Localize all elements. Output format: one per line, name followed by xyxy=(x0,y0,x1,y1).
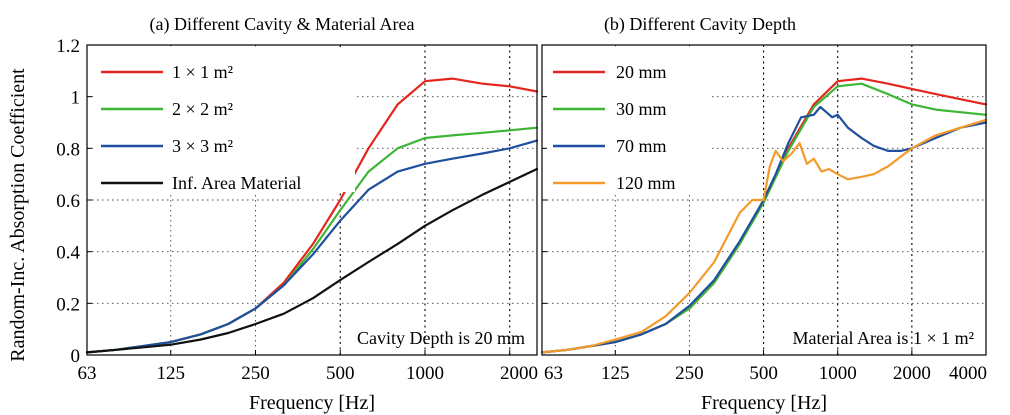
chart-panel-b: (b) Different Cavity Depth 63 125 250 500 10… xyxy=(540,14,988,414)
x-tick-label: 4000 xyxy=(949,363,987,384)
x-tick-label: 125 xyxy=(157,363,186,384)
legend-label: 30 mm xyxy=(616,99,667,119)
x-tick-label: 63 xyxy=(544,363,563,384)
y-tick-label: 1.2 xyxy=(56,36,80,57)
x-tick-label: 500 xyxy=(749,363,778,384)
chart-title-a: (a) Different Cavity & Material Area xyxy=(149,14,414,35)
legend-box-b xyxy=(547,50,709,192)
series-line xyxy=(540,118,988,354)
axis-ticks-a: 63 125 250 500 1000 2000 0 0.2 0.4 0.6 0.8 1 1.2 xyxy=(56,36,538,384)
series-lines-b xyxy=(540,77,988,354)
y-tick-label: 0.6 xyxy=(56,191,80,212)
x-tick-label: 250 xyxy=(241,363,270,384)
legend-label: 120 mm xyxy=(616,173,676,193)
y-tick-label: 1 xyxy=(71,88,81,109)
legend-label: 70 mm xyxy=(616,136,667,156)
legend-label: 3 × 3 m² xyxy=(172,136,233,156)
x-tick-label: 500 xyxy=(326,363,355,384)
chart-panel-a: (a) Different Cavity & Material Area 63 1… xyxy=(56,14,539,414)
x-tick-label: 250 xyxy=(675,363,704,384)
x-tick-label: 2000 xyxy=(893,363,931,384)
x-tick-label: 63 xyxy=(78,363,97,384)
axis-ticks-b: 63 125 250 500 1000 2000 4000 xyxy=(541,44,987,384)
series-line xyxy=(85,139,539,354)
series-line xyxy=(540,105,988,354)
annotation-a: Cavity Depth is 20 mm xyxy=(357,328,525,348)
x-axis-title-a: Frequency [Hz] xyxy=(249,392,375,414)
y-tick-label: 0 xyxy=(71,346,81,367)
legend-b: 20 mm 30 mm 70 mm 120 mm xyxy=(547,50,709,193)
x-tick-label: 125 xyxy=(601,363,630,384)
x-tick-label: 1000 xyxy=(819,363,857,384)
chart-title-b: (b) Different Cavity Depth xyxy=(604,14,796,35)
legend-label: 2 × 2 m² xyxy=(172,99,233,119)
x-tick-label: 2000 xyxy=(500,363,538,384)
y-axis-title: Random-Inc. Absorption Coefficient xyxy=(7,68,29,362)
y-tick-label: 0.4 xyxy=(56,243,80,264)
legend-box-a xyxy=(93,50,355,192)
x-axis-title-b: Frequency [Hz] xyxy=(701,392,827,414)
annotation-b: Material Area is 1 × 1 m² xyxy=(792,328,974,348)
legend-label: 1 × 1 m² xyxy=(172,62,233,82)
legend-label: Inf. Area Material xyxy=(172,173,301,193)
legend-a: 1 × 1 m² 2 × 2 m² 3 × 3 m² Inf. Area Materi… xyxy=(93,50,355,193)
y-tick-label: 0.2 xyxy=(56,294,80,315)
legend-label: 20 mm xyxy=(616,62,667,82)
series-line xyxy=(85,167,539,354)
series-lines-a xyxy=(85,77,539,354)
y-tick-label: 0.8 xyxy=(56,139,80,160)
x-tick-label: 1000 xyxy=(406,363,444,384)
